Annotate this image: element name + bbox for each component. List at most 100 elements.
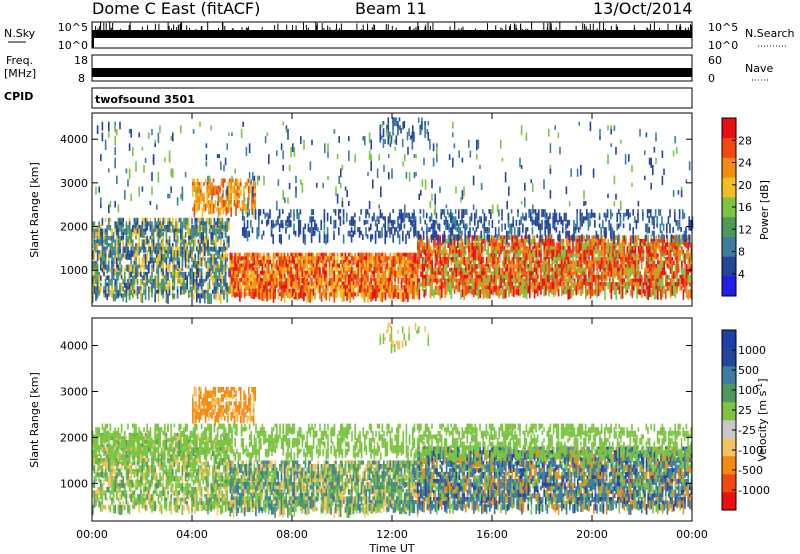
power-cell [253, 292, 256, 300]
power-cell [556, 249, 558, 257]
power-cell [445, 223, 447, 231]
power-cell [645, 264, 648, 269]
power-cell [270, 230, 273, 236]
power-cell [148, 279, 150, 283]
power-cell [277, 267, 280, 273]
power-cell [507, 219, 510, 228]
power-cell [642, 285, 645, 293]
power-cell [633, 285, 635, 291]
power-cell [360, 230, 362, 236]
power-cell [201, 207, 204, 218]
power-cell [176, 221, 179, 228]
power-cell [620, 242, 622, 248]
power-cell [245, 281, 248, 292]
power-cell [363, 256, 366, 263]
power-cell [133, 264, 136, 275]
power-cell [405, 292, 408, 297]
power-cell [583, 278, 585, 283]
power-cell [556, 260, 558, 265]
power-cell [342, 234, 345, 244]
power-cell [676, 285, 678, 292]
power-cell [634, 253, 637, 261]
power-cell [557, 253, 560, 261]
power-cell [192, 286, 195, 291]
power-cell [530, 212, 532, 217]
power-cell [610, 242, 613, 252]
power-cell [529, 256, 531, 263]
power-cell [450, 230, 452, 236]
power-cell [95, 225, 97, 230]
power-cell [551, 246, 553, 253]
power-cell [93, 228, 96, 234]
power-cell [230, 196, 232, 206]
power-cell [678, 209, 681, 220]
power-cell [170, 228, 172, 233]
power-cell [445, 249, 448, 255]
power-cell [165, 243, 168, 254]
power-cell [540, 242, 542, 249]
power-cell [420, 264, 422, 271]
power-cell [487, 260, 489, 267]
power-cell [141, 228, 144, 239]
power-cell [490, 242, 493, 253]
power-cell [689, 260, 691, 267]
power-cell [554, 216, 556, 223]
power-cell [274, 223, 276, 228]
power-cell [360, 267, 363, 272]
power-cell [500, 246, 502, 254]
power-cell [383, 288, 385, 293]
power-cell [213, 246, 216, 252]
power-cell [104, 239, 107, 245]
power-cell [119, 243, 121, 253]
power-cell [144, 246, 147, 253]
power-cell [330, 292, 332, 297]
power-cell [148, 293, 150, 301]
power-cell [676, 256, 678, 262]
power-cell [429, 253, 432, 261]
power-cell [650, 235, 653, 241]
power-cell [631, 278, 633, 289]
power-cell [495, 246, 497, 253]
power-cell [444, 274, 446, 280]
power-cell [545, 246, 547, 251]
power-cell [146, 279, 148, 286]
power-cell [352, 270, 355, 277]
power-cell [162, 253, 164, 263]
power-cell [236, 178, 239, 190]
power-cell [633, 256, 635, 264]
power-cell [327, 285, 329, 290]
power-cell [368, 292, 371, 300]
power-cell [210, 225, 212, 230]
power-cell [644, 274, 646, 282]
power-cell [109, 268, 112, 273]
power-cell [248, 274, 251, 284]
power-cell [479, 246, 481, 254]
power-cell [266, 252, 268, 258]
power-cell [580, 253, 582, 258]
power-cell [634, 260, 637, 267]
power-cell [373, 263, 376, 269]
power-cell [96, 239, 99, 244]
power-cell [138, 271, 140, 276]
power-cell [575, 271, 577, 278]
power-cell [653, 260, 656, 270]
power-cell [287, 277, 289, 284]
power-cell [266, 292, 268, 302]
power-cell [546, 285, 549, 291]
power-cell [649, 256, 651, 266]
power-cell [100, 250, 102, 260]
power-cell [298, 274, 300, 281]
power-cell [425, 289, 427, 296]
power-cell [554, 289, 557, 296]
power-cell [581, 212, 583, 220]
power-cell [296, 292, 299, 301]
power-cell [173, 293, 176, 299]
power-cell [367, 288, 369, 295]
power-cell [151, 286, 153, 291]
power-cell [183, 279, 185, 284]
power-cell [494, 227, 497, 238]
power-cell [175, 250, 177, 256]
power-cell [287, 263, 289, 269]
power-cell [454, 234, 457, 239]
power-cell [471, 249, 473, 256]
